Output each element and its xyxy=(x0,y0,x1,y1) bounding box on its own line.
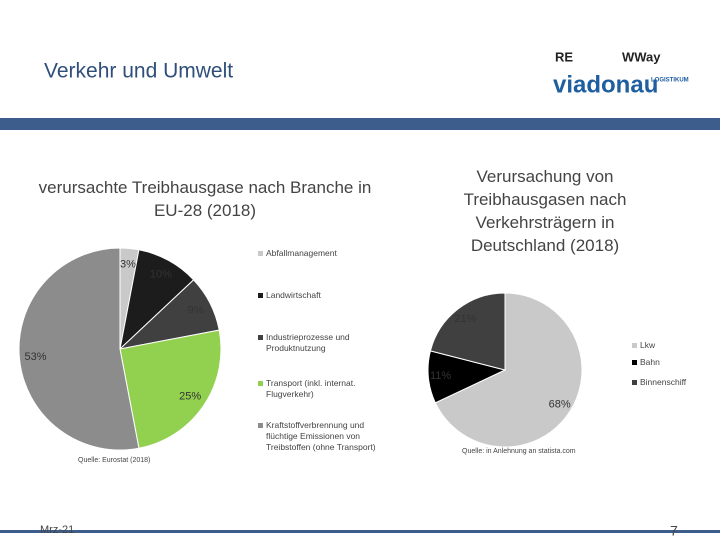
legend-label: Kraftstoffverbrennung und flüchtige Emis… xyxy=(266,420,376,452)
chart-title: Verursachung von Treibhausgasen nach Ver… xyxy=(463,167,627,255)
legend-swatch xyxy=(258,381,263,386)
legend-label: Abfallmanagement xyxy=(266,248,337,258)
legend-swatch xyxy=(632,360,637,365)
legend-label: Landwirtschaft xyxy=(266,290,321,300)
data-label: 10% xyxy=(150,269,172,281)
footer-band xyxy=(0,530,720,533)
header-band xyxy=(0,118,720,130)
legend-label: Lkw xyxy=(640,340,656,350)
legend-item: Lkw xyxy=(632,340,710,351)
legend-label: Bahn xyxy=(640,357,660,367)
legend-item: Bahn xyxy=(632,357,710,368)
source: Quelle: in Anlehnung an statista.com xyxy=(462,448,576,455)
legend-swatch xyxy=(632,343,637,348)
legend-swatch xyxy=(258,293,263,298)
data-label: 21% xyxy=(454,313,476,325)
slide-title: Verkehr und Umwelt xyxy=(44,60,233,83)
data-label: 3% xyxy=(120,258,136,270)
logo: WWay xyxy=(622,49,661,64)
legend-swatch xyxy=(258,423,263,428)
logo: viadonau xyxy=(553,71,658,98)
date: Mrz-21 xyxy=(40,524,74,536)
pie-slice xyxy=(429,292,506,371)
data-label: 11% xyxy=(430,370,451,382)
pie-slice xyxy=(18,247,140,451)
page-number: 7 xyxy=(670,523,678,539)
data-label: 25% xyxy=(179,391,201,403)
legend-item: Kraftstoffverbrennung und flüchtige Emis… xyxy=(258,420,376,453)
legend-item: Binnenschiff xyxy=(632,377,710,388)
legend-swatch xyxy=(632,380,637,385)
legend-label: Industrieprozesse und Produktnutzung xyxy=(266,332,350,353)
legend-item: Industrieprozesse und Produktnutzung xyxy=(258,332,376,354)
legend-swatch xyxy=(258,251,263,256)
chart-title: verursachte Treibhausgase nach Branche i… xyxy=(38,178,372,220)
legend-item: Abfallmanagement xyxy=(258,248,376,259)
data-label: 68% xyxy=(549,399,571,411)
legend-label: Binnenschiff xyxy=(640,377,687,387)
legend-swatch xyxy=(258,335,263,340)
pie-slice xyxy=(119,329,222,449)
data-label: 9% xyxy=(188,304,204,316)
logo: RE xyxy=(555,49,573,64)
pie-slice xyxy=(434,292,583,448)
legend-label: Transport (inkl. internat. Flugverkehr) xyxy=(266,378,356,399)
legend-item: Landwirtschaft xyxy=(258,290,376,301)
source: Quelle: Eurostat (2018) xyxy=(78,457,151,464)
data-label: 53% xyxy=(25,351,47,363)
logo: LOGISTIKUM xyxy=(651,78,689,84)
legend-item: Transport (inkl. internat. Flugverkehr) xyxy=(258,378,376,400)
